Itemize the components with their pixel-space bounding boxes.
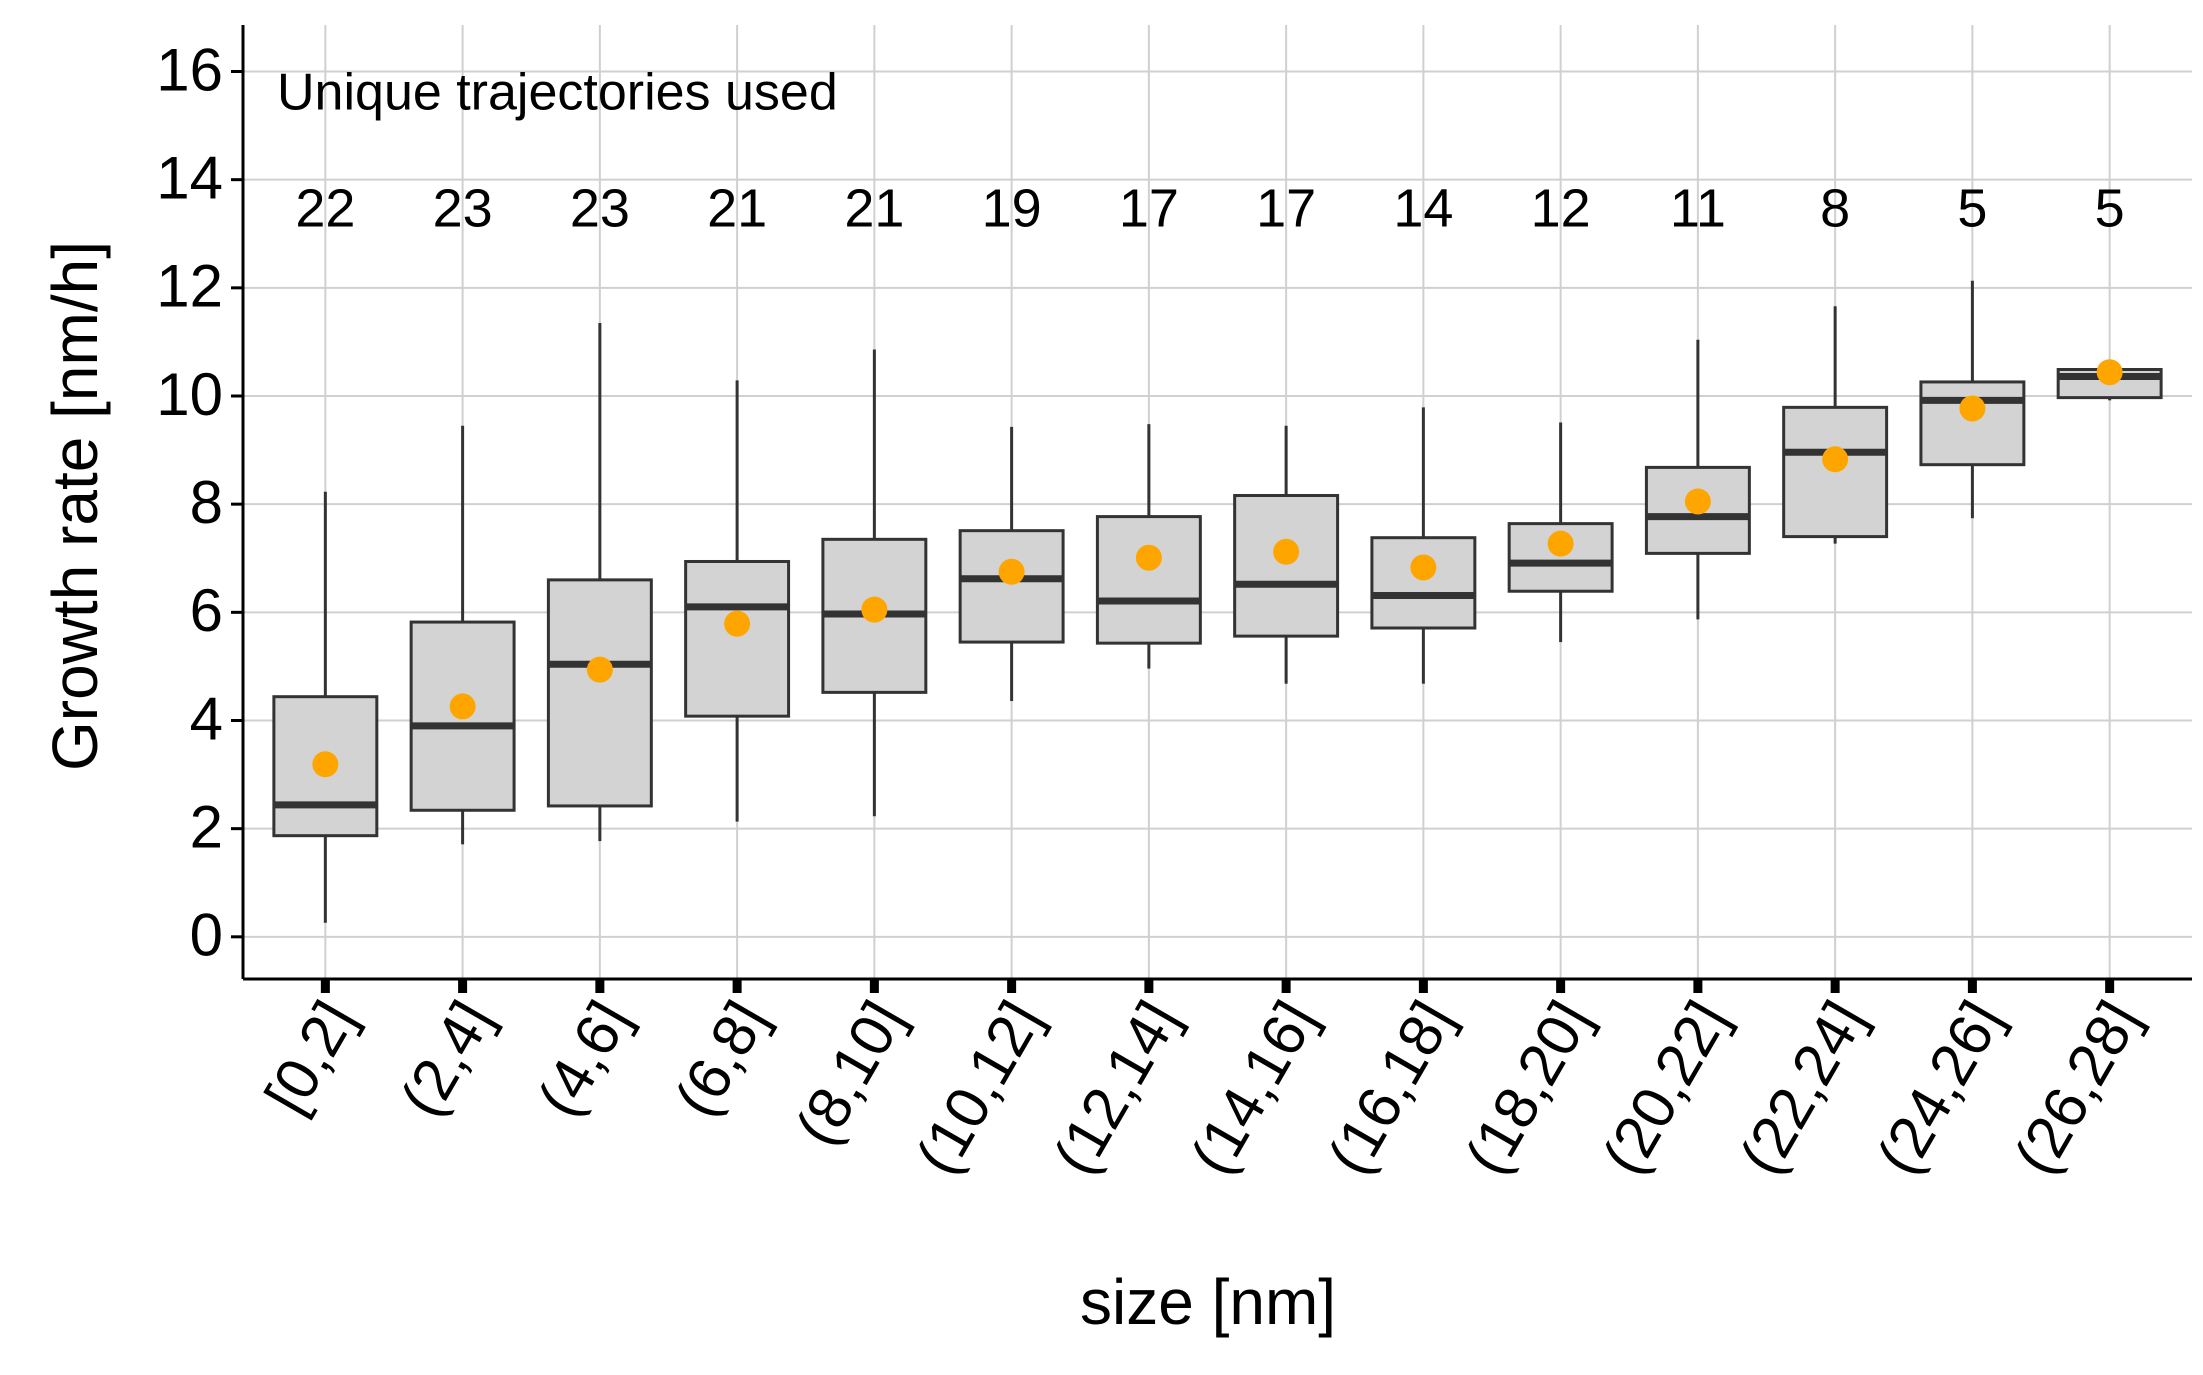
box — [684, 559, 791, 718]
count-label: 21 — [707, 178, 767, 238]
mean-point — [2096, 359, 2123, 386]
count-label: 17 — [1119, 178, 1179, 238]
x-tick-label: (10,12] — [903, 990, 1054, 1185]
count-label: 5 — [1957, 178, 1987, 238]
mean-point — [1547, 530, 1574, 557]
x-tick-label: (16,18] — [1315, 990, 1466, 1185]
count-label: 12 — [1531, 178, 1591, 238]
box — [958, 529, 1065, 644]
box — [546, 578, 653, 808]
box — [1370, 536, 1477, 630]
mean-point — [1684, 488, 1711, 515]
y-tick-label: 6 — [190, 577, 223, 644]
mean-point — [586, 656, 613, 683]
box — [1233, 494, 1340, 638]
x-tick-label: (6,8] — [662, 990, 780, 1127]
count-label: 19 — [982, 178, 1042, 238]
x-tick-label: (26,28] — [2001, 990, 2152, 1185]
x-tick-label: (4,6] — [525, 990, 643, 1127]
y-tick-label: 10 — [156, 361, 223, 428]
x-axis-title: size [nm] — [1080, 1266, 1336, 1338]
count-label: 23 — [433, 178, 493, 238]
mean-point — [449, 693, 476, 720]
x-tick-label: [0,2] — [252, 990, 368, 1125]
mean-point — [998, 558, 1025, 585]
count-label: 17 — [1256, 178, 1316, 238]
y-tick-label: 4 — [190, 685, 223, 752]
y-tick-label: 12 — [156, 253, 223, 320]
mean-point — [1959, 395, 1986, 422]
mean-point — [1135, 544, 1162, 571]
annotation: Unique trajectories used — [277, 64, 838, 122]
x-tick-label: (8,10] — [783, 990, 918, 1156]
mean-point — [861, 596, 888, 623]
count-label: 11 — [1670, 178, 1726, 238]
y-axis-title: Growth rate [nm/h] — [39, 241, 111, 771]
y-tick-label: 14 — [156, 145, 223, 212]
x-tick-label: (2,4] — [388, 990, 506, 1127]
x-tick-label: (14,16] — [1178, 990, 1329, 1185]
x-tick-label: (18,20] — [1452, 990, 1603, 1185]
count-label: 23 — [570, 178, 630, 238]
x-tick-label: (12,14] — [1040, 990, 1191, 1185]
box — [1095, 515, 1202, 645]
y-tick-label: 8 — [190, 469, 223, 536]
count-label: 5 — [2095, 178, 2125, 238]
mean-point — [724, 610, 751, 637]
mean-point — [1822, 446, 1849, 473]
count-label: 8 — [1820, 178, 1850, 238]
x-tick-label: (24,26] — [1864, 990, 2015, 1185]
y-tick-label: 2 — [190, 793, 223, 860]
y-tick-label: 0 — [190, 902, 223, 969]
count-label: 21 — [844, 178, 904, 238]
x-tick-label: (22,24] — [1727, 990, 1878, 1185]
count-label: 22 — [295, 178, 355, 238]
box — [1919, 380, 2026, 467]
y-tick-label: 16 — [156, 36, 223, 103]
mean-point — [1273, 538, 1300, 565]
mean-point — [312, 751, 339, 778]
count-label: 14 — [1393, 178, 1453, 238]
x-tick-label: (20,22] — [1589, 990, 1740, 1185]
mean-point — [1410, 554, 1437, 581]
